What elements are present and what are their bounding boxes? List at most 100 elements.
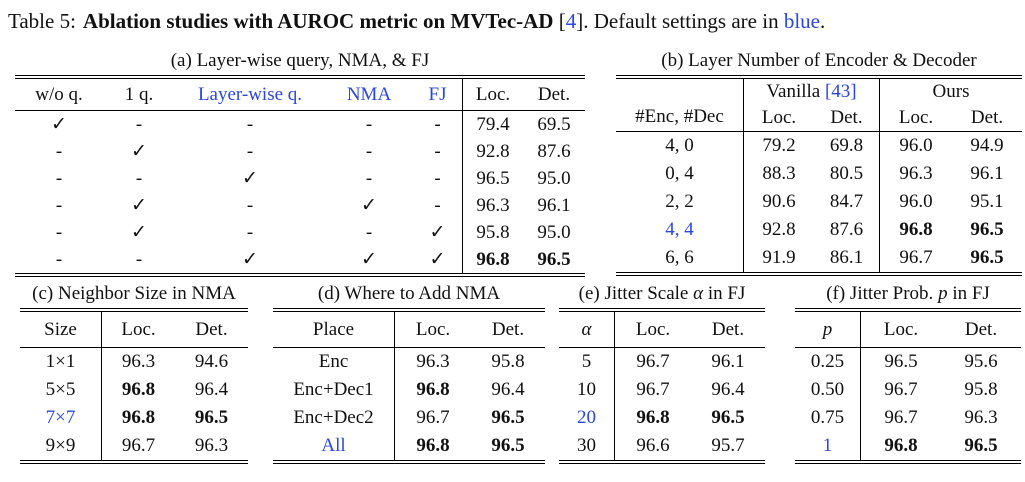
- cell: 96.8: [416, 435, 450, 456]
- panel-e-caption: (e) Jitter Scale α in FJ: [578, 283, 746, 304]
- cell: 87.6: [537, 140, 571, 162]
- cell: 96.5: [711, 407, 745, 428]
- col-header-nma: NMA: [325, 79, 413, 111]
- table-c: Size Loc. Det. 1×1 96.3 94.6 5×5 96.8 96.4 7×7…: [20, 308, 248, 464]
- cell: 79.2: [762, 135, 796, 156]
- panel-c: (c) Neighbor Size in NMA Size Loc. Det. …: [8, 283, 260, 464]
- cell: -: [413, 111, 463, 138]
- table-row: 20 96.8 96.5: [559, 404, 765, 432]
- cell: -: [365, 140, 373, 162]
- cell: -: [135, 167, 143, 189]
- table-row: 1×1 96.3 94.6: [20, 348, 248, 376]
- cell: 69.5: [537, 113, 571, 135]
- cell: 92.8: [476, 140, 510, 162]
- table-row: 10 96.7 96.4: [559, 376, 765, 404]
- cell: 95.8: [476, 221, 510, 243]
- col-header-loc: Loc.: [102, 312, 175, 348]
- cell: 69.8: [814, 132, 881, 160]
- col-header-loc: Loc.: [615, 312, 691, 348]
- table-e: α Loc. Det. 5 96.7 96.1 10 96.7 96.4 20 96.8 96.…: [559, 308, 765, 464]
- cell: -: [135, 113, 143, 135]
- cell: 95.8: [491, 351, 525, 372]
- cell: 86.1: [814, 244, 881, 272]
- cell: 4, 4: [616, 216, 744, 244]
- cell: 96.1: [970, 163, 1004, 184]
- group-header-vanilla: Vanilla [43]: [744, 79, 881, 104]
- cell: 96.8: [121, 407, 156, 428]
- col-header-det: Det.: [952, 104, 1023, 132]
- col-header-layerwise-q: Layer-wise q.: [175, 79, 325, 111]
- header-row: Place Loc. Det.: [273, 312, 545, 348]
- citation-link[interactable]: 4: [565, 9, 577, 33]
- panel-e: (e) Jitter Scale α in FJ α Loc. Det. 5 96…: [556, 283, 768, 464]
- cell: Enc+Dec2: [273, 404, 395, 432]
- cell: 96.6: [636, 435, 670, 456]
- table-row: 2, 2 90.6 84.7 96.0 95.1: [616, 188, 1022, 216]
- cell: 96.7: [121, 435, 156, 456]
- cell: 95.6: [964, 351, 998, 372]
- table-a: w/o q. 1 q. Layer-wise q. NMA FJ Loc. De…: [15, 75, 585, 277]
- col-header-loc: Loc.: [744, 104, 814, 132]
- title-blue-word: blue.: [783, 9, 826, 33]
- table-row: 5 96.7 96.1: [559, 348, 765, 376]
- panel-b: (b) Layer Number of Encoder & Decoder #E…: [616, 50, 1023, 276]
- cell: -: [246, 194, 254, 216]
- header-row: w/o q. 1 q. Layer-wise q. NMA FJ Loc. De…: [15, 79, 585, 111]
- sub-header-row: Loc. Det. Loc. Det.: [616, 104, 1023, 132]
- cell: Enc: [273, 348, 395, 376]
- table-row: 4, 0 79.2 69.8 96.0 94.9: [616, 132, 1022, 160]
- table-row: All 96.8 96.5: [273, 432, 545, 460]
- cell: ✓: [361, 249, 377, 270]
- p-symbol: p: [938, 283, 948, 304]
- cell: 79.4: [476, 113, 510, 135]
- col-header-p: p: [795, 312, 861, 348]
- col-header-enc-dec: #Enc, #Dec: [616, 79, 744, 132]
- table-row: 30 96.6 95.7: [559, 432, 765, 460]
- cell: 96.4: [491, 379, 525, 400]
- cell: 96.5: [194, 407, 229, 428]
- cell: 96.3: [899, 163, 933, 184]
- col-header-size: Size: [20, 312, 102, 348]
- table-row: - - ✓ ✓ ✓ 96.8 96.5: [15, 246, 585, 273]
- cell: 95.0: [537, 167, 571, 189]
- cell: 96.7: [884, 407, 918, 428]
- cell: 96.8: [476, 248, 510, 270]
- table-row: 6, 6 91.9 86.1 96.7 96.5: [616, 244, 1022, 272]
- panel-b-caption: (b) Layer Number of Encoder & Decoder: [661, 50, 977, 71]
- cell: ✓: [131, 141, 147, 162]
- cell: -: [55, 221, 63, 243]
- cell: 91.9: [762, 247, 796, 268]
- cell: 96.4: [194, 379, 229, 400]
- col-header-1q: 1 q.: [103, 79, 175, 111]
- cell: -: [135, 248, 143, 270]
- group-header-row: #Enc, #Dec Vanilla [43] Ours: [616, 79, 1022, 132]
- title-bold-text: Ablation studies with AUROC metric on MV…: [82, 9, 554, 33]
- cell: 2, 2: [616, 188, 744, 216]
- cell: 96.7: [899, 247, 933, 268]
- cell: 4, 0: [616, 132, 744, 160]
- cell: -: [413, 165, 463, 192]
- cell: 96.5: [491, 407, 525, 428]
- col-header-place: Place: [273, 312, 395, 348]
- cell: 1×1: [20, 348, 102, 376]
- table-row: 5×5 96.8 96.4: [20, 376, 248, 404]
- cell: 96.0: [899, 191, 933, 212]
- cell: 90.6: [762, 191, 796, 212]
- citation-43-link[interactable]: [43]: [824, 80, 857, 102]
- table-d: Place Loc. Det. Enc 96.3 95.8 Enc+Dec1 96.8 9…: [273, 308, 545, 464]
- cell: 96.8: [121, 379, 156, 400]
- cell: 95.7: [711, 435, 745, 456]
- table-row: 0.75 96.7 96.3: [795, 404, 1021, 432]
- table-row: 7×7 96.8 96.5: [20, 404, 248, 432]
- cell: -: [246, 140, 254, 162]
- header-row: α Loc. Det.: [559, 312, 765, 348]
- cell: -: [246, 221, 254, 243]
- table-row: Enc 96.3 95.8: [273, 348, 545, 376]
- col-header-loc: Loc.: [861, 312, 941, 348]
- cell: 30: [559, 432, 615, 460]
- table-row: 1 96.8 96.5: [795, 432, 1021, 460]
- cell: ✓: [131, 195, 147, 216]
- cell: 96.3: [194, 435, 229, 456]
- cell: ✓: [242, 249, 258, 270]
- col-header-det: Det.: [941, 312, 1021, 348]
